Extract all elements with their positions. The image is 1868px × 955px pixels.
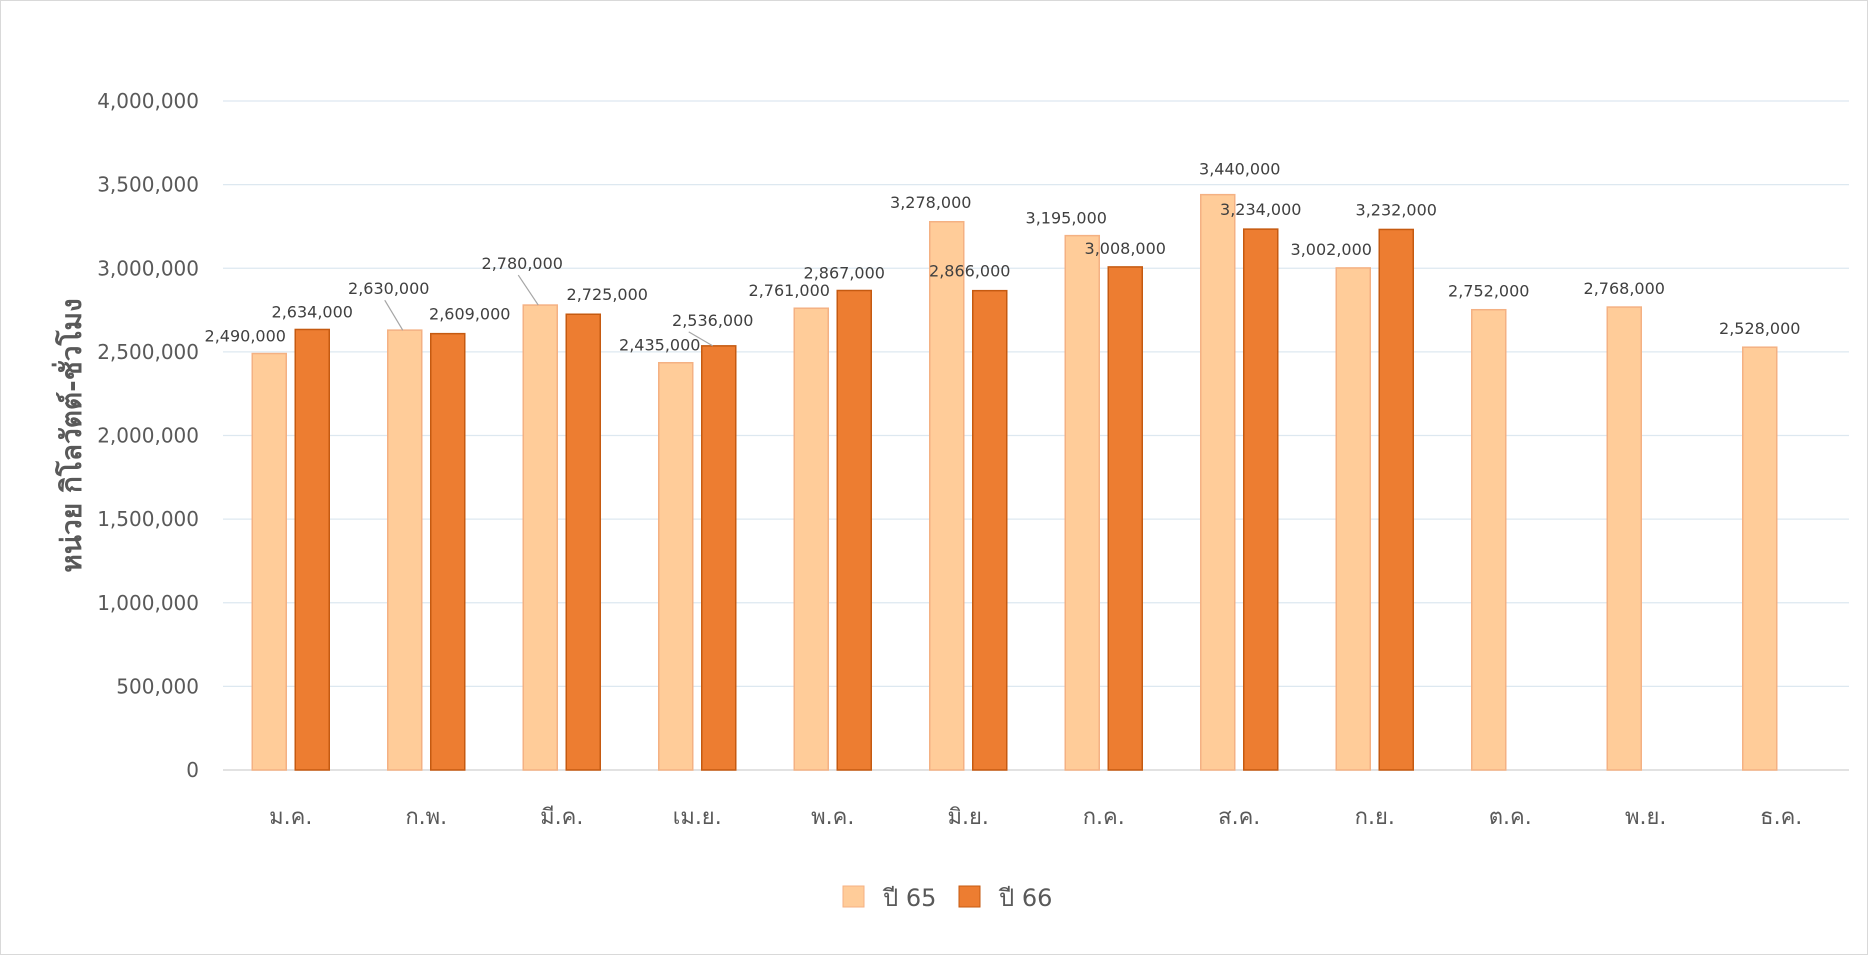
x-tick-label: พ.ค. bbox=[811, 805, 854, 830]
legend-swatch bbox=[958, 885, 981, 908]
bar-2-series-2 bbox=[430, 332, 466, 771]
bar-5-series-1 bbox=[793, 307, 829, 771]
x-tick-label: ส.ค. bbox=[1218, 805, 1260, 830]
y-axis-title: หน่วย กิโลวัตต์-ชั่วโมง bbox=[51, 298, 88, 572]
y-axis: 0 500,000 1,000,000 1,500,000 2,000,000 2,500… bbox=[97, 89, 199, 782]
bar-4-series-2 bbox=[701, 345, 737, 771]
bar-1-series-1 bbox=[251, 352, 287, 771]
bar-3-series-2 bbox=[565, 313, 601, 771]
bar-7-series-1 bbox=[1064, 234, 1100, 771]
legend-label: ปี 66 bbox=[998, 884, 1053, 912]
y-tick-label: 2,000,000 bbox=[97, 424, 199, 448]
x-tick-label: มิ.ย. bbox=[948, 805, 989, 830]
x-tick-label: ม.ค. bbox=[269, 805, 312, 830]
data-label-series-1: 2,780,000 bbox=[482, 254, 563, 273]
bar-6-series-2 bbox=[972, 289, 1008, 771]
data-label-series-2: 2,867,000 bbox=[804, 263, 885, 282]
bar-5-series-2 bbox=[836, 289, 872, 771]
legend-swatch bbox=[842, 885, 865, 908]
legend-item: ปี 66 bbox=[958, 884, 1053, 912]
label-leader-line bbox=[384, 299, 404, 331]
y-tick-label: 4,000,000 bbox=[97, 89, 199, 113]
x-tick-label: พ.ย. bbox=[1625, 805, 1666, 830]
data-label-series-1: 2,490,000 bbox=[205, 327, 286, 346]
bar-6-series-1 bbox=[929, 221, 965, 771]
data-label-series-2: 3,234,000 bbox=[1220, 200, 1301, 219]
label-leader-line bbox=[688, 331, 714, 347]
bars bbox=[251, 193, 1778, 771]
legend: ปี 65 ปี 66 bbox=[842, 884, 1053, 912]
bar-2-series-1 bbox=[387, 329, 423, 771]
bar-9-series-1 bbox=[1335, 267, 1371, 771]
data-label-series-1: 3,440,000 bbox=[1199, 160, 1280, 179]
x-tick-label: มี.ค. bbox=[540, 805, 583, 830]
bar-8-series-2 bbox=[1243, 228, 1279, 771]
data-label-series-1: 2,761,000 bbox=[749, 281, 830, 300]
legend-item: ปี 65 bbox=[842, 884, 937, 912]
data-label-series-1: 2,630,000 bbox=[348, 279, 429, 298]
label-leader-line bbox=[517, 274, 539, 306]
data-label-series-1: 2,528,000 bbox=[1719, 319, 1800, 338]
data-label-series-1: 2,752,000 bbox=[1448, 282, 1529, 301]
bar-10-series-1 bbox=[1471, 308, 1507, 771]
data-label-series-2: 2,634,000 bbox=[272, 302, 353, 321]
y-tick-label: 3,500,000 bbox=[97, 173, 199, 197]
data-label-series-1: 3,195,000 bbox=[1026, 209, 1107, 228]
x-tick-label: ธ.ค. bbox=[1760, 805, 1802, 830]
bar-1-series-2 bbox=[294, 328, 330, 771]
y-tick-label: 0 bbox=[186, 758, 199, 782]
y-tick-label: 2,500,000 bbox=[97, 340, 199, 364]
x-tick-label: ต.ค. bbox=[1489, 805, 1532, 830]
bar-7-series-2 bbox=[1107, 266, 1143, 771]
bar-11-series-1 bbox=[1606, 306, 1642, 771]
y-tick-label: 500,000 bbox=[116, 674, 199, 698]
data-label-series-2: 3,008,000 bbox=[1085, 239, 1166, 258]
bar-9-series-2 bbox=[1378, 228, 1414, 771]
data-label-series-2: 2,866,000 bbox=[929, 262, 1010, 281]
data-label-series-1: 2,768,000 bbox=[1584, 279, 1665, 298]
y-tick-label: 1,000,000 bbox=[97, 591, 199, 615]
bar-12-series-1 bbox=[1742, 346, 1778, 771]
data-label-series-1: 3,002,000 bbox=[1291, 240, 1372, 259]
gridlines bbox=[223, 100, 1849, 771]
bar-4-series-1 bbox=[658, 361, 694, 771]
data-label-series-1: 2,435,000 bbox=[619, 336, 700, 355]
y-tick-label: 1,500,000 bbox=[97, 507, 199, 531]
x-tick-label: ก.ย. bbox=[1355, 805, 1395, 830]
y-tick-label: 3,000,000 bbox=[97, 256, 199, 280]
x-axis: ม.ค. ก.พ. มี.ค. เม.ย. พ.ค. มิ.ย. ก.ค. ส.ค. ก.ย. ต… bbox=[269, 805, 1802, 830]
bar-3-series-1 bbox=[522, 304, 558, 771]
x-tick-label: เม.ย. bbox=[673, 805, 722, 830]
data-label-series-2: 2,536,000 bbox=[672, 311, 753, 330]
data-label-series-2: 3,232,000 bbox=[1356, 200, 1437, 219]
data-label-series-2: 2,725,000 bbox=[567, 285, 648, 304]
x-tick-label: ก.พ. bbox=[405, 805, 447, 830]
legend-label: ปี 65 bbox=[882, 884, 937, 912]
bar-8-series-1 bbox=[1200, 193, 1236, 771]
data-label-series-2: 2,609,000 bbox=[429, 305, 510, 324]
x-tick-label: ก.ค. bbox=[1083, 805, 1125, 830]
data-label-series-1: 3,278,000 bbox=[890, 193, 971, 212]
